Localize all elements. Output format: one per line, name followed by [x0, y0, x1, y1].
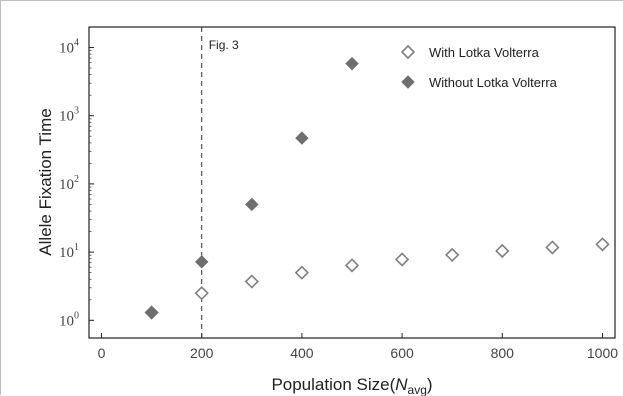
data-point-series-1 — [394, 252, 410, 267]
x-tick-label: 0 — [98, 345, 106, 361]
x-axis-title-text: Population Size — [271, 375, 389, 394]
data-points — [144, 56, 610, 320]
data-point-series-2 — [345, 56, 359, 71]
data-point-series-2 — [195, 255, 209, 269]
x-axis-title-subscript: avg — [408, 383, 427, 396]
legend: With Lotka Volterra Without Lotka Volterr… — [400, 44, 558, 90]
data-point-series-1 — [294, 265, 310, 280]
x-tick-label: 800 — [491, 345, 515, 361]
legend-label-series-1: With Lotka Volterra — [429, 45, 540, 60]
data-point-series-1 — [194, 286, 209, 301]
reference-line-label: Fig. 3 — [209, 38, 239, 52]
legend-marker-series-1 — [400, 44, 416, 60]
y-tick-label: 102 — [59, 174, 79, 193]
x-tick-label: 1000 — [587, 345, 618, 361]
data-point-series-1 — [595, 237, 610, 252]
x-axis-title-paren-close: ) — [427, 375, 433, 394]
data-point-series-1 — [244, 274, 259, 289]
plot-area — [88, 26, 616, 339]
data-point-series-1 — [445, 247, 460, 263]
y-tick-label: 103 — [59, 106, 79, 125]
legend-label-series-2: Without Lotka Volterra — [429, 75, 558, 90]
y-tick-label: 104 — [59, 38, 79, 57]
data-point-series-2 — [144, 305, 159, 320]
x-axis-title-paren-open: ( — [390, 375, 396, 394]
y-tick-label: 100 — [59, 310, 79, 329]
x-tick-label: 200 — [190, 345, 214, 361]
x-axis: 0 200 400 600 800 1000 — [98, 333, 618, 361]
x-axis-title: Population Size(Navg) — [271, 375, 432, 396]
data-point-series-1 — [495, 243, 510, 259]
y-axis: 100 101 102 103 104 — [59, 38, 94, 329]
data-point-series-2 — [295, 131, 309, 145]
x-tick-label: 600 — [390, 345, 414, 361]
data-point-series-1 — [545, 240, 560, 255]
y-axis-title: Allele Fixation Time — [36, 108, 55, 255]
x-tick-label: 400 — [290, 345, 314, 361]
annotations: Fig. 3 — [201, 27, 239, 338]
x-axis-title-symbol: N — [395, 375, 408, 394]
y-tick-label: 101 — [59, 242, 79, 261]
data-point-series-1 — [344, 258, 360, 273]
data-point-series-2 — [245, 197, 259, 212]
legend-marker-series-2 — [401, 75, 415, 89]
